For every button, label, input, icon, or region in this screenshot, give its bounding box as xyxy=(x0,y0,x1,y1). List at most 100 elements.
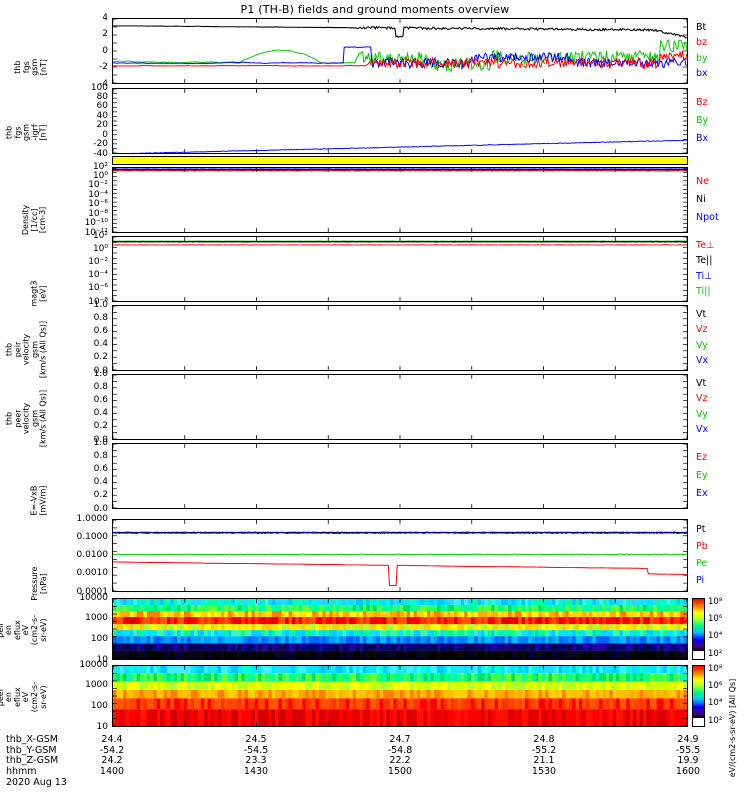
axis-tick-value: 1530 xyxy=(531,765,557,777)
ytick-label: 1.0 xyxy=(93,368,108,379)
ytick-label: 10² xyxy=(92,161,108,172)
legend-label-bz: Bz xyxy=(696,97,708,108)
legend-label-vt: Vt xyxy=(696,377,707,389)
ytick-label: 40 xyxy=(96,110,108,121)
legend-label-pi: Pi xyxy=(696,574,705,586)
axis-tick-value: 24.7 xyxy=(389,734,411,745)
ytick-label: 60 xyxy=(96,101,108,112)
panel-efield xyxy=(112,443,688,509)
colorbar-tick: 10⁸ xyxy=(708,596,723,607)
legend-label-pe: Pe xyxy=(696,557,708,569)
legend-label-ne: Ne xyxy=(696,176,709,187)
page-title: P1 (TH-B) fields and ground moments over… xyxy=(240,3,510,16)
colorbar-tick: 10⁶ xyxy=(708,613,723,624)
colorbar-tick: 10⁸ xyxy=(708,663,723,674)
ytick-label: 0 xyxy=(102,45,108,56)
panel-axis-title: thb peir velocity gsm [km/s (All Qs)] xyxy=(4,320,48,379)
ytick-label: -40 xyxy=(93,148,108,159)
peir-colorbar xyxy=(692,598,705,660)
colorbar-tick: 10⁴ xyxy=(708,698,723,709)
ytick-label: 2 xyxy=(102,29,108,39)
ytick-label: 10⁰ xyxy=(92,243,108,254)
ytick-label: 0.6 xyxy=(93,325,108,336)
legend-label-te: Te|| xyxy=(696,255,713,267)
ytick-label: 10⁰ xyxy=(92,170,108,181)
panel-magt3-canvas xyxy=(113,237,687,301)
ytick-label: 0.1000 xyxy=(76,531,109,542)
axis-tick-value: 24.8 xyxy=(533,734,555,745)
ytick-label: 0.6 xyxy=(93,463,108,474)
legend-label-ez: Ez xyxy=(696,452,707,463)
legend-label-vx: Vx xyxy=(696,424,709,436)
legend-label-ti: Ti⊥ xyxy=(696,270,713,282)
axis-row-label: hhmm xyxy=(6,765,37,777)
ytick-label: 0.2 xyxy=(93,421,108,432)
panel-peer-velocity xyxy=(112,374,688,440)
axis-tick-value: 21.1 xyxy=(533,755,555,767)
ytick-label: 10⁻⁴ xyxy=(88,189,108,200)
ytick-label: 10 xyxy=(96,654,108,665)
axis-tick-value: 23.3 xyxy=(245,755,267,767)
legend-label-pt: Pt xyxy=(696,524,706,536)
peer-colorbar xyxy=(692,665,705,727)
ytick-label: 10⁻⁶ xyxy=(88,283,108,294)
colorbar-axis-title: eV/(cm2-s-sr-eV) [All Qs] xyxy=(728,678,737,778)
ytick-label: -4 xyxy=(99,78,108,89)
ytick-label: 0.4 xyxy=(93,408,108,419)
panel-fgs-gsm-canvas xyxy=(113,19,687,83)
panel-pressure-canvas xyxy=(113,520,687,591)
ytick-label: 20 xyxy=(96,120,108,131)
ytick-label: 10⁻⁴ xyxy=(88,270,108,281)
panel-density xyxy=(112,167,688,233)
ytick-label: 10⁻⁶ xyxy=(88,199,108,210)
panel-axis-title: thb fgs gsm -igrf [nT] xyxy=(4,123,48,142)
date-label: 2020 Aug 13 xyxy=(6,777,67,789)
ytick-label: 0.8 xyxy=(93,381,108,392)
ytick-label: 10² xyxy=(92,230,108,241)
ytick-label: 10⁻⁸ xyxy=(88,296,108,307)
ytick-label: 0.0100 xyxy=(76,550,109,560)
ytick-label: 0.0 xyxy=(93,434,108,445)
legend-label-by: By xyxy=(696,115,709,126)
peir-colorbar-gradient xyxy=(693,599,704,652)
axis-tick-value: 24.5 xyxy=(245,734,267,745)
ytick-label: 100 xyxy=(90,700,108,711)
legend-label-vt: Vt xyxy=(696,308,707,320)
legend-label-ex: Ex xyxy=(696,488,708,499)
ytick-label: 0.8 xyxy=(93,312,108,323)
axis-tick-value: 1600 xyxy=(675,765,701,777)
legend-label-ey: Ey xyxy=(696,470,708,481)
panel-fgs-gsm xyxy=(112,18,688,84)
axis-tick-value: 24.2 xyxy=(101,755,123,767)
axis-tick-value: 1500 xyxy=(387,765,413,777)
ytick-label: 10⁻¹² xyxy=(84,227,108,238)
legend-label-te: Te⊥ xyxy=(696,239,715,251)
peer-colorbar-gradient xyxy=(693,666,704,719)
axis-tick-value: -55.5 xyxy=(675,744,701,756)
panel-fgs-gsm-igrf xyxy=(112,88,688,154)
panel-peir-en-eflux xyxy=(112,598,688,660)
ytick-label: 0.0 xyxy=(93,503,108,514)
panel-fgs-gsm-igrf-canvas xyxy=(113,89,687,153)
legend-label-vz: Vz xyxy=(696,324,708,336)
axis-tick-value: -54.5 xyxy=(243,744,269,756)
ytick-label: 100 xyxy=(90,633,108,644)
panel-axis-title: Density [1/cc] [cm-3] xyxy=(21,204,48,236)
axis-row-label: thb_Z-GSM xyxy=(6,755,59,767)
panel-peir-en-eflux-canvas xyxy=(113,599,687,659)
panel-pressure xyxy=(112,519,688,592)
ytick-label: 10⁻² xyxy=(88,180,108,191)
ytick-label: 0.0 xyxy=(93,365,108,376)
colorbar-tick: 10² xyxy=(708,715,723,726)
ytick-label: 0.0010 xyxy=(76,568,109,579)
axis-tick-value: 24.4 xyxy=(101,734,123,745)
legend-label-npot: Npot xyxy=(696,212,719,223)
ytick-label: 0 xyxy=(102,129,108,140)
colorbar-tick: 10⁶ xyxy=(708,680,723,691)
ytick-label: 0.8 xyxy=(93,450,108,461)
legend-label-bx: bx xyxy=(696,68,708,80)
ytick-label: 0.4 xyxy=(93,477,108,488)
panel-axis-title: thb fgs gsm [nT] xyxy=(12,58,48,76)
ytick-label: 10⁻¹⁰ xyxy=(84,218,108,229)
legend-label-ni: Ni xyxy=(696,194,706,205)
